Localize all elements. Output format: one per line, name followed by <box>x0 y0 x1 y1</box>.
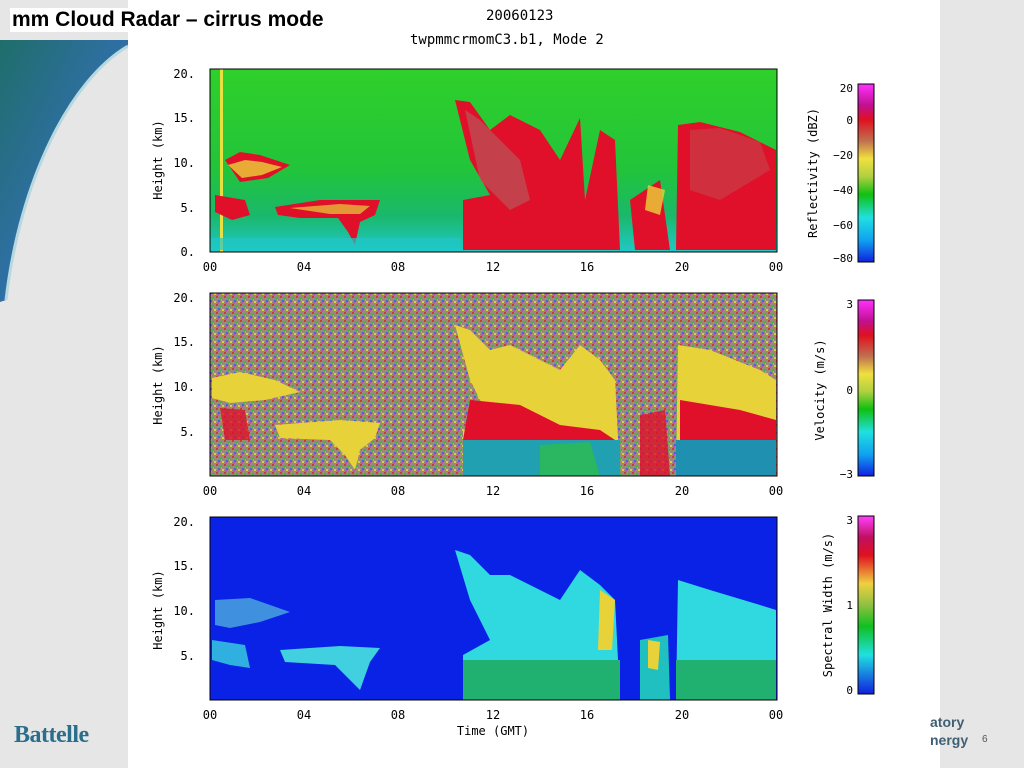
cb1-tick: −80 <box>833 252 853 265</box>
cb2-tick: 3 <box>846 298 853 311</box>
cb3-tick: 0 <box>846 684 853 697</box>
spectral-width-colorbar-label: Spectral Width (m/s) <box>821 533 835 678</box>
p1-xtick: 00 <box>203 260 217 274</box>
slide-left-margin: Battelle <box>0 0 128 768</box>
p2-xtick: 12 <box>486 484 500 498</box>
p2-xtick: 20 <box>675 484 689 498</box>
p2-ytick: 10. <box>173 380 195 394</box>
p3-ytick: 20. <box>173 515 195 529</box>
p1-ytick: 15. <box>173 111 195 125</box>
cb1-tick: 20 <box>840 82 853 95</box>
p1-ytick: 0. <box>181 245 195 259</box>
p3-xtick: 00 <box>769 708 783 722</box>
p1-xtick: 16 <box>580 260 594 274</box>
figure-date: 20060123 <box>486 8 554 24</box>
p2-xtick: 00 <box>203 484 217 498</box>
reflectivity-colorbar-label: Reflectivity (dBZ) <box>806 108 820 238</box>
cb1-tick: −60 <box>833 219 853 232</box>
panel2-y-label: Height (km) <box>151 345 165 424</box>
spectral-width-colorbar <box>857 515 875 695</box>
panel3-y-label: Height (km) <box>151 570 165 649</box>
p3-xtick: 08 <box>391 708 405 722</box>
cb3-tick: 3 <box>846 514 853 527</box>
swoosh-graphic <box>0 40 128 302</box>
velocity-colorbar-label: Velocity (m/s) <box>813 339 827 440</box>
cb3-tick: 1 <box>846 599 853 612</box>
velocity-panel <box>209 292 778 477</box>
lab-logo-line1: atory <box>930 714 965 730</box>
p3-ytick: 15. <box>173 559 195 573</box>
p2-xtick: 16 <box>580 484 594 498</box>
cb1-tick: −40 <box>833 184 853 197</box>
p1-xtick: 12 <box>486 260 500 274</box>
figure-subtitle: twpmmcrmomC3.b1, Mode 2 <box>410 32 604 48</box>
p1-ytick: 20. <box>173 67 195 81</box>
p2-xtick: 08 <box>391 484 405 498</box>
p2-ytick: 15. <box>173 335 195 349</box>
p1-xtick: 00 <box>769 260 783 274</box>
slide-right-margin <box>940 0 1024 768</box>
cb1-tick: 0 <box>846 114 853 127</box>
battelle-logo: Battelle <box>14 722 89 748</box>
p2-xtick: 04 <box>297 484 311 498</box>
spectral-width-panel <box>209 516 778 701</box>
p2-xtick: 00 <box>769 484 783 498</box>
cb2-tick: 0 <box>846 384 853 397</box>
p3-ytick: 10. <box>173 604 195 618</box>
p2-ytick: 5. <box>181 425 195 439</box>
p3-xtick: 00 <box>203 708 217 722</box>
page-number: 6 <box>982 734 988 745</box>
p1-xtick: 08 <box>391 260 405 274</box>
p1-xtick: 04 <box>297 260 311 274</box>
panel1-y-label: Height (km) <box>151 120 165 199</box>
p3-xtick: 04 <box>297 708 311 722</box>
p3-xtick: 12 <box>486 708 500 722</box>
lab-logo-line2: nergy <box>930 732 969 748</box>
velocity-colorbar <box>857 299 875 477</box>
cb2-tick: −3 <box>840 468 853 481</box>
p1-xtick: 20 <box>675 260 689 274</box>
p1-ytick: 10. <box>173 156 195 170</box>
p1-ytick: 5. <box>181 201 195 215</box>
p3-xtick: 16 <box>580 708 594 722</box>
p2-ytick: 20. <box>173 291 195 305</box>
p3-xtick: 20 <box>675 708 689 722</box>
slide-title: mm Cloud Radar – cirrus mode <box>10 8 326 32</box>
x-axis-label: Time (GMT) <box>457 724 529 738</box>
cb1-tick: −20 <box>833 149 853 162</box>
reflectivity-colorbar <box>857 83 875 263</box>
reflectivity-panel <box>209 68 778 253</box>
p3-ytick: 5. <box>181 649 195 663</box>
